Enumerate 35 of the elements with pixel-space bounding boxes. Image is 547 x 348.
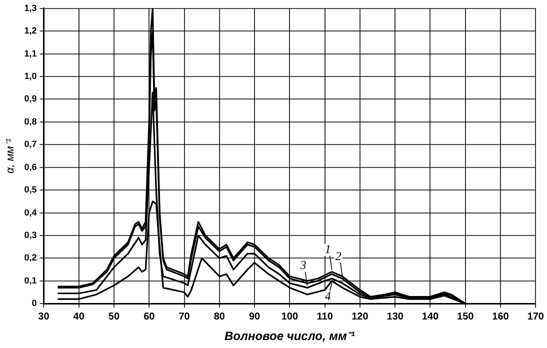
y-axis-title: α, мм⁻¹ bbox=[4, 138, 17, 174]
y-tick-label: 0,6 bbox=[24, 162, 37, 172]
annotation: 3 bbox=[299, 258, 306, 272]
x-tick-label: 170 bbox=[527, 311, 544, 322]
x-tick-label: 110 bbox=[316, 311, 334, 322]
x-tick-label: 40 bbox=[73, 311, 85, 322]
y-tick-label: 1,3 bbox=[24, 2, 37, 13]
y-tick-label: 0,5 bbox=[24, 184, 37, 195]
x-tick-label: 160 bbox=[492, 311, 510, 322]
x-tick-label: 30 bbox=[38, 311, 50, 322]
x-tick-label: 70 bbox=[178, 311, 190, 322]
annotation: 1 bbox=[324, 242, 331, 256]
annotation: 4 bbox=[324, 289, 331, 304]
x-tick-label: 150 bbox=[457, 311, 474, 322]
y-tick-label: 1,0 bbox=[24, 71, 37, 82]
y-tick-label: 0,8 bbox=[24, 116, 37, 126]
y-tick-label: 0 bbox=[32, 298, 37, 308]
y-tick-label: 0,1 bbox=[24, 275, 37, 286]
x-tick-label: 100 bbox=[281, 311, 298, 322]
x-tick-label: 90 bbox=[248, 311, 261, 322]
y-tick-label: 0,4 bbox=[24, 207, 37, 218]
x-tick-label: 50 bbox=[108, 311, 120, 322]
annotation: 2 bbox=[335, 248, 342, 263]
x-axis-title: Волновое число, мм⁻¹ bbox=[224, 329, 355, 344]
y-tick-label: 1,1 bbox=[24, 48, 37, 58]
y-tick-label: 0,3 bbox=[24, 230, 37, 240]
y-tick-label: 1,2 bbox=[24, 26, 37, 36]
x-tick-label: 80 bbox=[214, 311, 226, 322]
y-tick-label: 0,9 bbox=[24, 94, 37, 104]
y-tick-label: 0,2 bbox=[24, 252, 37, 263]
x-tick-label: 120 bbox=[352, 311, 369, 322]
x-tick-label: 130 bbox=[386, 311, 404, 322]
y-tick-label: 0,7 bbox=[24, 139, 37, 150]
x-tick-label: 140 bbox=[422, 311, 440, 322]
x-tick-label: 60 bbox=[144, 311, 156, 322]
